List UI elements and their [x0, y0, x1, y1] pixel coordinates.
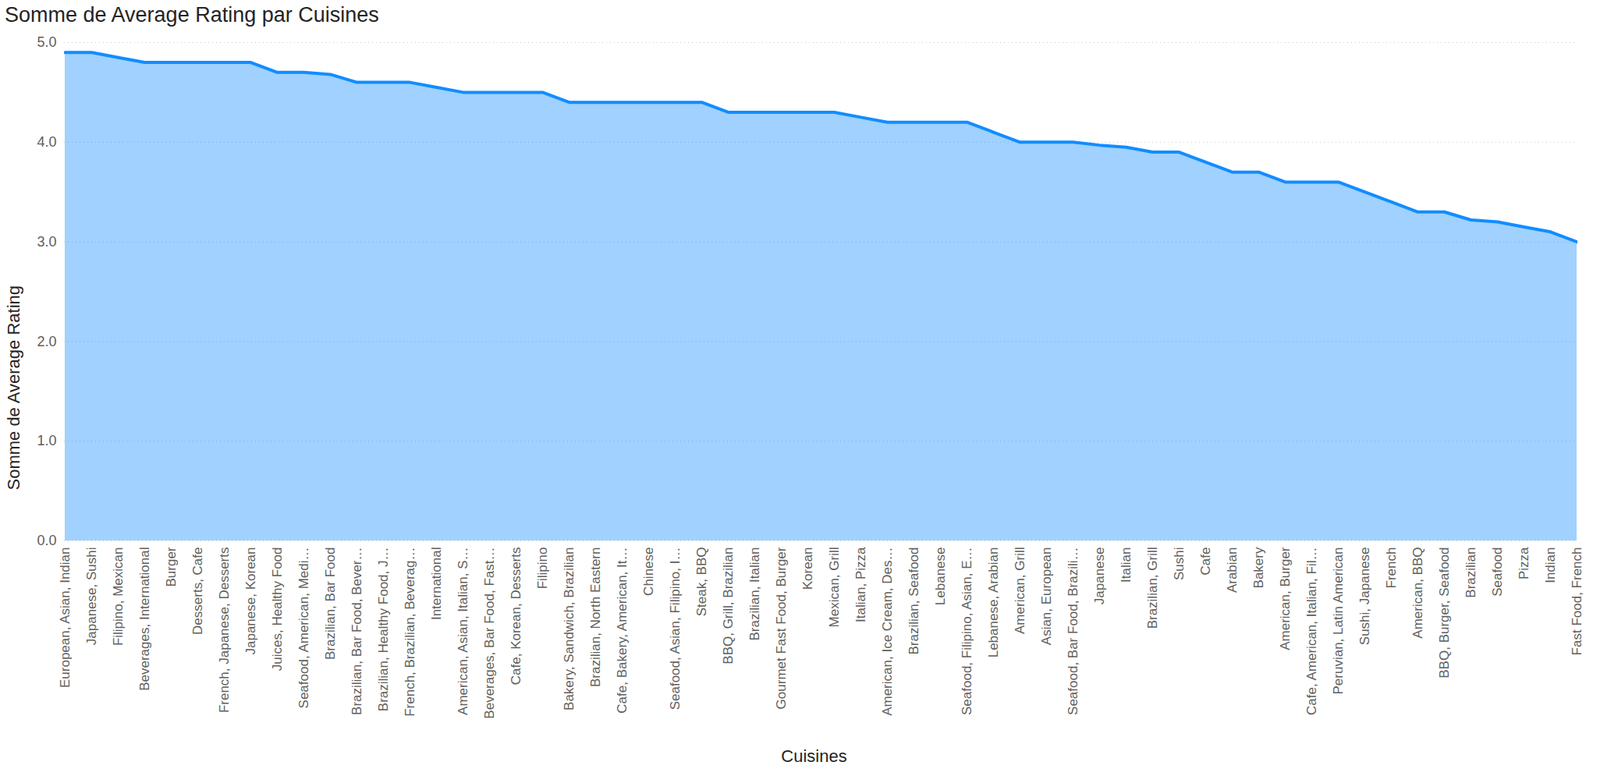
svg-text:French, Japanese, Desserts: French, Japanese, Desserts — [216, 547, 232, 714]
svg-text:BBQ, Burger, Seafood: BBQ, Burger, Seafood — [1436, 547, 1452, 679]
svg-text:Bakery, Sandwich, Brazilian: Bakery, Sandwich, Brazilian — [561, 547, 577, 711]
svg-text:Beverages, International: Beverages, International — [137, 547, 153, 692]
svg-text:2.0: 2.0 — [36, 333, 57, 350]
svg-text:French: French — [1383, 547, 1399, 589]
svg-text:Brazilian, Bar Food: Brazilian, Bar Food — [322, 547, 338, 661]
svg-text:American, Burger: American, Burger — [1277, 546, 1293, 651]
svg-text:BBQ, Grill, Brazilian: BBQ, Grill, Brazilian — [720, 547, 736, 665]
svg-text:Asian, European: Asian, European — [1039, 547, 1054, 646]
svg-text:1.0: 1.0 — [36, 432, 57, 449]
svg-text:Burger: Burger — [163, 546, 179, 587]
html-text:Somme de Average Rating par Cu: Somme de Average Rating par Cuisines — [4, 3, 379, 27]
svg-text:Seafood, Filipino, Asian, E…: Seafood, Filipino, Asian, E… — [959, 547, 975, 716]
svg-text:American, Grill: American, Grill — [1012, 547, 1028, 635]
svg-text:Brazilian, Seafood: Brazilian, Seafood — [906, 547, 922, 656]
svg-text:American, Ice Cream, Des…: American, Ice Cream, Des… — [879, 547, 895, 717]
svg-text:Brazilian: Brazilian — [1463, 547, 1479, 599]
svg-text:Gourmet Fast Food, Burger: Gourmet Fast Food, Burger — [773, 546, 789, 710]
svg-text:Seafood, American, Medi…: Seafood, American, Medi… — [296, 547, 312, 710]
svg-text:Bakery: Bakery — [1251, 546, 1267, 589]
svg-text:Italian, Pizza: Italian, Pizza — [853, 546, 869, 623]
svg-text:Steak, BBQ: Steak, BBQ — [694, 547, 710, 618]
svg-text:0.0: 0.0 — [36, 532, 57, 549]
svg-text:Seafood: Seafood — [1490, 547, 1505, 597]
svg-text:5.0: 5.0 — [36, 34, 57, 50]
svg-text:Lebanese: Lebanese — [933, 547, 948, 607]
svg-text:Cafe, Korean, Desserts: Cafe, Korean, Desserts — [508, 547, 524, 686]
svg-text:American, Asian, Italian, S…: American, Asian, Italian, S… — [455, 547, 471, 716]
svg-text:Sushi: Sushi — [1171, 547, 1187, 582]
svg-text:Indian: Indian — [1543, 547, 1558, 584]
svg-text:Peruvian, Latin American: Peruvian, Latin American — [1330, 547, 1346, 696]
svg-text:Mexican, Grill: Mexican, Grill — [826, 547, 842, 628]
svg-text:Seafood, Bar Food, Brazili…: Seafood, Bar Food, Brazili… — [1065, 547, 1081, 716]
svg-text:Filipino, Mexican: Filipino, Mexican — [110, 547, 126, 647]
svg-text:Sushi, Japanese: Sushi, Japanese — [1357, 547, 1373, 646]
svg-text:Brazilian, Italian: Brazilian, Italian — [747, 547, 763, 642]
svg-text:Cafe: Cafe — [1198, 547, 1214, 576]
svg-text:Arabian: Arabian — [1224, 547, 1240, 594]
svg-text:Lebanese, Arabian: Lebanese, Arabian — [986, 547, 1001, 659]
svg-text:3.0: 3.0 — [36, 234, 57, 250]
svg-text:Fast Food, French: Fast Food, French — [1569, 547, 1585, 657]
svg-text:European, Asian, Indian: European, Asian, Indian — [57, 547, 73, 689]
svg-text:Juices, Healthy Food: Juices, Healthy Food — [269, 547, 285, 672]
svg-text:4.0: 4.0 — [36, 134, 57, 150]
html-text:Somme de Average Rating: Somme de Average Rating — [3, 285, 24, 491]
svg-text:Brazilian, Healthy Food, J…: Brazilian, Healthy Food, J… — [376, 547, 391, 713]
svg-text:French, Brazilian, Beverag…: French, Brazilian, Beverag… — [402, 547, 418, 717]
svg-text:Cafe, Bakery, American, It…: Cafe, Bakery, American, It… — [614, 547, 630, 714]
svg-text:Desserts, Cafe: Desserts, Cafe — [190, 547, 206, 636]
svg-text:Cafe, American, Italian, Fil…: Cafe, American, Italian, Fil… — [1304, 547, 1320, 716]
svg-text:Japanese, Korean: Japanese, Korean — [243, 547, 259, 656]
svg-text:Chinese: Chinese — [641, 547, 657, 597]
html-text:Cuisines: Cuisines — [781, 746, 847, 767]
svg-text:Beverages, Bar Food, Fast…: Beverages, Bar Food, Fast… — [482, 547, 497, 720]
svg-text:Brazilian, Grill: Brazilian, Grill — [1145, 547, 1161, 630]
svg-text:Brazilian, Bar Food, Bever…: Brazilian, Bar Food, Bever… — [349, 547, 365, 716]
svg-text:International: International — [429, 547, 444, 621]
svg-text:Filipino: Filipino — [535, 547, 550, 590]
svg-text:Japanese, Sushi: Japanese, Sushi — [84, 547, 100, 646]
svg-text:American, BBQ: American, BBQ — [1410, 547, 1426, 639]
svg-text:Italian: Italian — [1118, 547, 1134, 583]
svg-text:Japanese: Japanese — [1092, 547, 1107, 606]
svg-text:Korean: Korean — [800, 547, 816, 591]
svg-text:Seafood, Asian, Filipino, I…: Seafood, Asian, Filipino, I… — [667, 547, 683, 711]
svg-text:Pizza: Pizza — [1516, 546, 1532, 580]
svg-text:Brazilian, North Eastern: Brazilian, North Eastern — [588, 547, 604, 689]
